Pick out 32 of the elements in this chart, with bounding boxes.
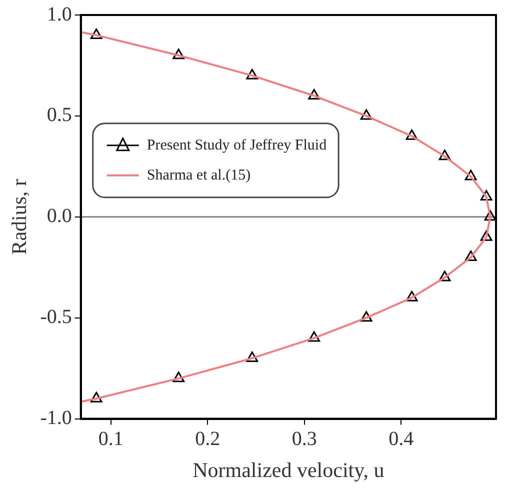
y-tick-label: 0.0 — [46, 205, 72, 228]
y-tick-label: 1.0 — [46, 3, 72, 26]
x-tick-label: 0.2 — [195, 428, 220, 450]
point — [90, 28, 102, 39]
point — [246, 351, 258, 362]
point — [308, 89, 320, 100]
y-axis-title: Radius, r — [7, 178, 32, 255]
y-tick-label: -1.0 — [40, 407, 72, 430]
legend-label: Sharma et al.(15) — [146, 167, 251, 184]
point — [484, 210, 496, 221]
point — [406, 290, 418, 302]
point — [308, 331, 320, 342]
point — [406, 129, 418, 140]
y-tick-label: 0.5 — [46, 104, 72, 126]
point — [360, 109, 372, 120]
point — [90, 392, 102, 402]
point — [464, 250, 477, 262]
x-tick-label: 0.1 — [98, 428, 124, 450]
point — [438, 270, 451, 282]
point — [438, 150, 451, 160]
point — [172, 48, 185, 60]
x-tick-label: 0.3 — [292, 428, 317, 450]
point — [172, 372, 185, 382]
legend-label: Present Study of Jeffrey Fluid — [146, 137, 328, 154]
x-axis-title: Normalized velocity, u — [192, 458, 385, 482]
point — [360, 311, 372, 322]
point — [464, 170, 477, 180]
x-tick-label: 0.4 — [388, 428, 414, 450]
y-tick-label: -0.5 — [40, 306, 72, 328]
point — [480, 230, 492, 241]
point — [480, 190, 492, 200]
point — [246, 68, 258, 80]
